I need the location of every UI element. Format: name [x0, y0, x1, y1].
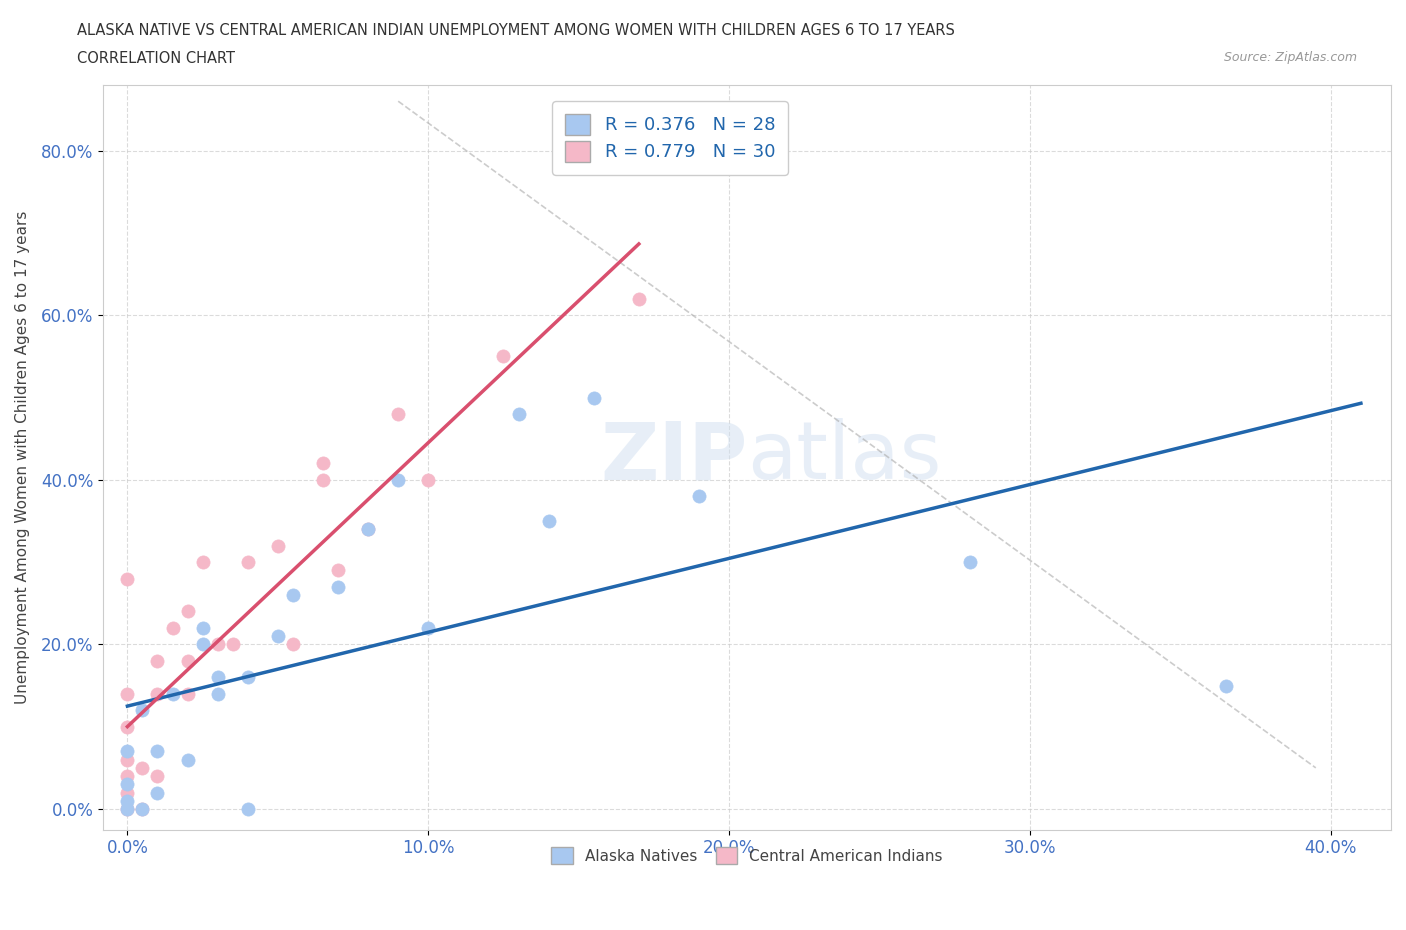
Point — [959, 554, 981, 569]
Point — [281, 637, 304, 652]
Point — [131, 802, 153, 817]
Point — [146, 744, 169, 759]
Legend: Alaska Natives, Central American Indians: Alaska Natives, Central American Indians — [546, 841, 949, 870]
Point — [582, 390, 605, 405]
Text: ALASKA NATIVE VS CENTRAL AMERICAN INDIAN UNEMPLOYMENT AMONG WOMEN WITH CHILDREN : ALASKA NATIVE VS CENTRAL AMERICAN INDIAN… — [77, 23, 955, 38]
Point — [207, 670, 229, 684]
Point — [191, 554, 214, 569]
Point — [176, 604, 198, 619]
Point — [131, 802, 153, 817]
Point — [281, 588, 304, 603]
Point — [627, 291, 650, 306]
Point — [117, 752, 139, 767]
Point — [146, 785, 169, 800]
Point — [146, 769, 169, 784]
Point — [207, 686, 229, 701]
Point — [176, 752, 198, 767]
Point — [222, 637, 245, 652]
Point — [688, 489, 710, 504]
Point — [117, 785, 139, 800]
Point — [236, 554, 259, 569]
Point — [117, 777, 139, 791]
Text: CORRELATION CHART: CORRELATION CHART — [77, 51, 235, 66]
Y-axis label: Unemployment Among Women with Children Ages 6 to 17 years: Unemployment Among Women with Children A… — [15, 210, 30, 704]
Point — [131, 703, 153, 718]
Point — [117, 744, 139, 759]
Point — [117, 793, 139, 808]
Point — [357, 522, 380, 537]
Point — [537, 513, 560, 528]
Point — [131, 761, 153, 776]
Point — [117, 719, 139, 734]
Point — [146, 654, 169, 669]
Text: atlas: atlas — [747, 418, 942, 497]
Point — [1215, 678, 1237, 693]
Point — [267, 538, 290, 553]
Point — [162, 686, 184, 701]
Point — [312, 456, 335, 471]
Point — [117, 769, 139, 784]
Point — [117, 571, 139, 586]
Point — [117, 686, 139, 701]
Text: Source: ZipAtlas.com: Source: ZipAtlas.com — [1223, 51, 1357, 64]
Point — [508, 406, 530, 421]
Point — [117, 802, 139, 817]
Point — [418, 472, 440, 487]
Text: ZIP: ZIP — [600, 418, 747, 497]
Point — [326, 579, 349, 594]
Point — [191, 637, 214, 652]
Point — [267, 629, 290, 644]
Point — [326, 563, 349, 578]
Point — [387, 406, 409, 421]
Point — [207, 637, 229, 652]
Point — [312, 472, 335, 487]
Point — [176, 686, 198, 701]
Point — [117, 802, 139, 817]
Point — [492, 349, 515, 364]
Point — [146, 686, 169, 701]
Point — [176, 654, 198, 669]
Point — [418, 620, 440, 635]
Point — [236, 670, 259, 684]
Point — [357, 522, 380, 537]
Point — [162, 620, 184, 635]
Point — [236, 802, 259, 817]
Point — [387, 472, 409, 487]
Point — [191, 620, 214, 635]
